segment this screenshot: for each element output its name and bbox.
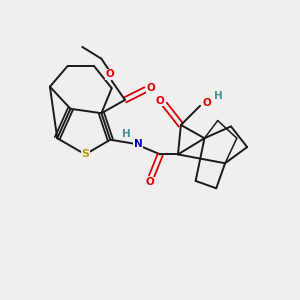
Text: H: H bbox=[214, 91, 223, 100]
Text: O: O bbox=[146, 177, 154, 188]
Text: S: S bbox=[81, 149, 89, 159]
Text: N: N bbox=[134, 139, 142, 149]
Text: O: O bbox=[155, 96, 164, 106]
Text: O: O bbox=[202, 98, 211, 108]
Text: H: H bbox=[122, 129, 131, 139]
Text: O: O bbox=[106, 69, 115, 79]
Text: O: O bbox=[146, 83, 155, 93]
